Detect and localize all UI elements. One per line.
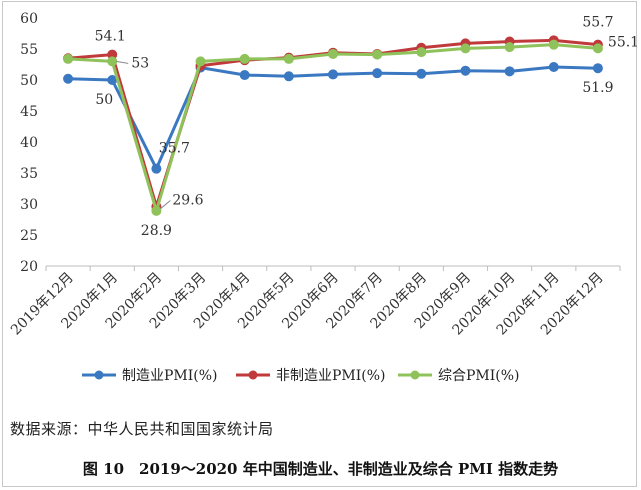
series-2-point <box>151 205 162 216</box>
figure-caption: 图 10 2019～2020 年中国制造业、非制造业及综合 PMI 指数走势 <box>82 460 559 478</box>
series-0-point <box>416 68 427 79</box>
y-tick-label: 50 <box>20 73 38 89</box>
series-2-point <box>416 47 427 58</box>
series-2-point <box>504 42 515 53</box>
legend-marker-1 <box>248 370 258 380</box>
pmi-line-chart: 2025303540455055602019年12月2020年1月2020年2月… <box>8 11 639 384</box>
series-0-point <box>151 163 162 174</box>
data-label: 28.9 <box>141 223 172 239</box>
series-0-point <box>372 68 383 79</box>
data-label: 50 <box>95 92 113 108</box>
series-2-point <box>460 43 471 54</box>
label-leader-line <box>116 60 129 64</box>
legend-label-1: 非制造业PMI(%) <box>276 368 386 384</box>
y-tick-label: 60 <box>20 11 38 27</box>
legend-label-0: 制造业PMI(%) <box>122 368 218 384</box>
label-leader-line <box>160 200 171 210</box>
y-tick-label: 40 <box>20 135 38 151</box>
series-2-point <box>283 53 294 64</box>
series-0-point <box>63 73 74 84</box>
series-0-point <box>460 65 471 76</box>
series-layer <box>63 35 603 216</box>
series-2-point <box>239 53 250 64</box>
series-0-point <box>504 66 515 77</box>
data-label: 51.9 <box>582 80 613 96</box>
series-2-point <box>372 49 383 60</box>
series-2-point <box>63 53 74 64</box>
y-tick-label: 45 <box>20 104 38 120</box>
series-0-point <box>328 69 338 80</box>
data-label: 55.1 <box>608 34 639 50</box>
series-0-point <box>548 61 559 72</box>
data-source-note: 数据来源：中华人民共和国国家统计局 <box>10 420 274 438</box>
data-label: 55.7 <box>582 15 613 31</box>
y-tick-label: 55 <box>20 42 38 58</box>
series-0-point <box>239 70 250 81</box>
legend-marker-0 <box>94 370 104 380</box>
data-label: 54.1 <box>95 29 126 45</box>
y-tick-label: 20 <box>20 259 38 275</box>
y-tick-label: 30 <box>20 197 38 213</box>
data-label: 35.7 <box>159 141 190 157</box>
series-2-point <box>592 43 603 54</box>
series-0-point <box>283 71 294 82</box>
legend: 制造业PMI(%) 非制造业PMI(%) 综合PMI(%) <box>82 368 520 384</box>
y-tick-label: 25 <box>20 228 38 244</box>
data-labels-layer: 54.1 53 50 35.7 29.628.9 55.7 55.1 51.9 <box>95 15 639 239</box>
series-2-point <box>328 48 338 59</box>
series-2-point <box>195 56 206 67</box>
data-label: 29.6 <box>172 192 203 208</box>
y-tick-label: 35 <box>20 166 38 182</box>
series-2-point <box>107 56 118 67</box>
series-line-0 <box>68 65 598 171</box>
data-label: 53 <box>131 55 149 71</box>
legend-label-2: 综合PMI(%) <box>438 368 520 384</box>
series-0-point <box>592 63 603 74</box>
legend-marker-2 <box>410 370 420 380</box>
series-2-point <box>548 39 559 50</box>
